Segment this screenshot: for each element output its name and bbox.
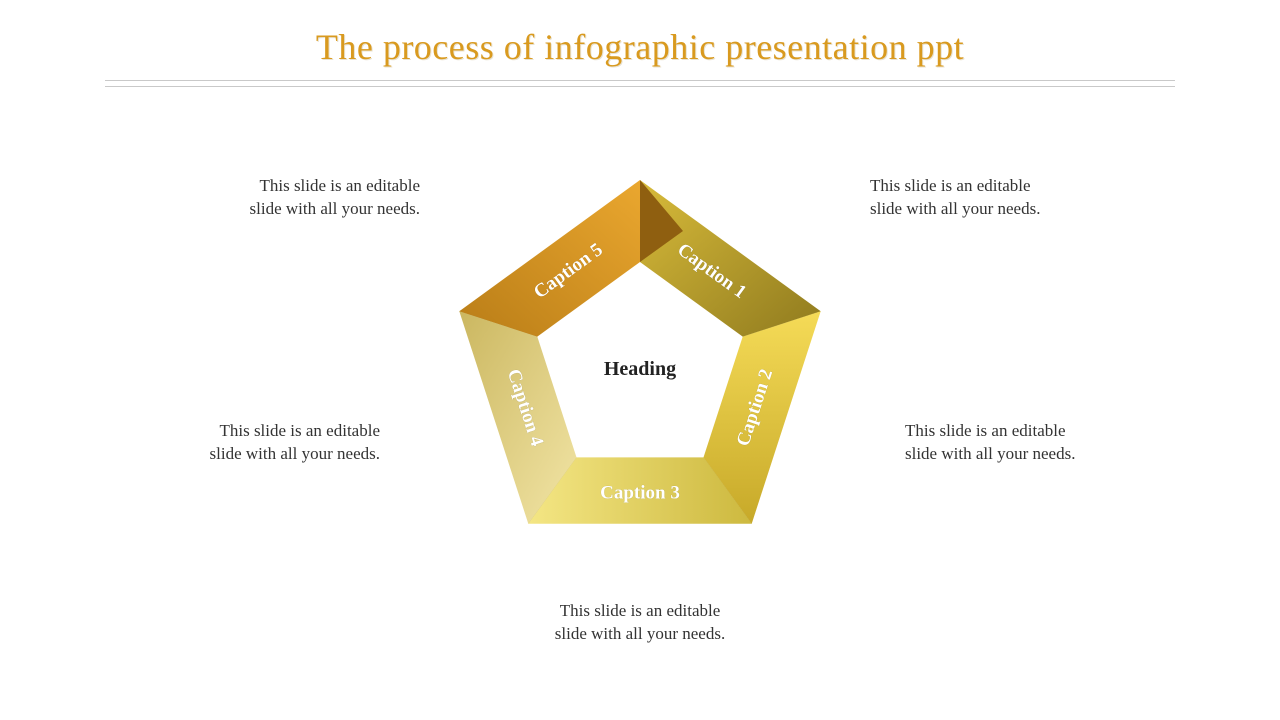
segment-1 — [640, 180, 821, 337]
caption-2-text: This slide is an editable slide with all… — [905, 420, 1135, 466]
slide-title: The process of infographic presentation … — [0, 26, 1280, 68]
caption-5-text: This slide is an editable slide with all… — [190, 175, 420, 221]
caption-1-text: This slide is an editable slide with all… — [870, 175, 1100, 221]
pentagon-diagram: Caption 1 Caption 2 Caption 3 Caption 4 … — [440, 160, 840, 560]
center-label: Heading — [570, 358, 710, 381]
segment-5 — [459, 180, 640, 337]
title-rule-2 — [105, 86, 1175, 87]
segment-3-label: Caption 3 — [600, 482, 680, 503]
caption-3-text: This slide is an editable slide with all… — [525, 600, 755, 646]
title-rule-1 — [105, 80, 1175, 81]
slide: The process of infographic presentation … — [0, 0, 1280, 720]
caption-4-text: This slide is an editable slide with all… — [150, 420, 380, 466]
